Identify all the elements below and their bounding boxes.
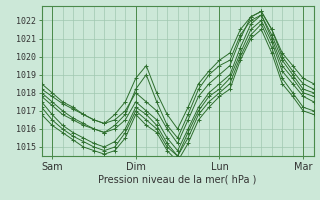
X-axis label: Pression niveau de la mer( hPa ): Pression niveau de la mer( hPa ) bbox=[99, 174, 257, 184]
